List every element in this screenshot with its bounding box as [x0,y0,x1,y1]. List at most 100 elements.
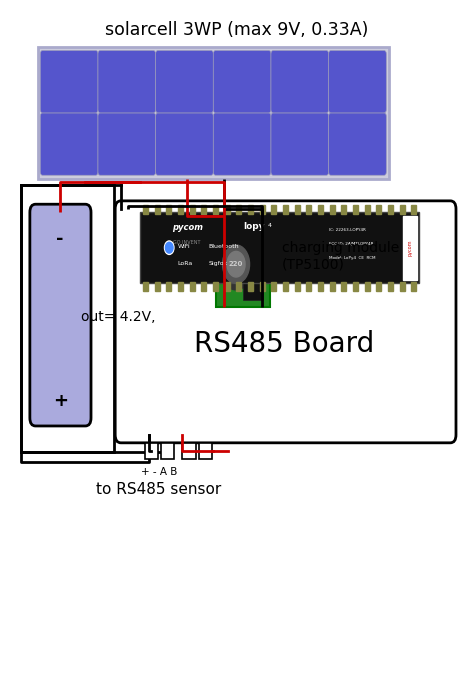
Text: LoRa: LoRa [178,261,193,266]
Bar [213,282,218,291]
Circle shape [165,243,173,253]
Bar [166,205,171,214]
Bar [199,443,212,459]
Bar [190,205,194,214]
FancyBboxPatch shape [328,51,386,113]
Bar [227,212,231,218]
Bar [155,205,160,214]
FancyBboxPatch shape [213,51,271,113]
Text: Bluetooth: Bluetooth [209,244,239,249]
FancyBboxPatch shape [30,204,91,426]
Bar [353,205,358,214]
FancyBboxPatch shape [115,201,456,443]
FancyBboxPatch shape [98,113,155,175]
Text: Model: LoPy4  CE  RCM: Model: LoPy4 CE RCM [329,256,376,260]
FancyBboxPatch shape [40,113,98,175]
Text: FCC ID: 2AJMTLOPY4R: FCC ID: 2AJMTLOPY4R [329,242,374,246]
Bar [237,282,241,291]
Bar [237,205,241,214]
Text: solarcell 3WP (max 9V, 0.33A): solarcell 3WP (max 9V, 0.33A) [105,22,369,39]
FancyBboxPatch shape [328,113,386,175]
Bar [253,212,256,218]
FancyBboxPatch shape [216,216,270,307]
Bar [260,212,264,218]
Bar [353,282,358,291]
Bar [411,282,416,291]
Bar [201,282,206,291]
Text: pycom: pycom [172,223,203,233]
Bar [330,282,335,291]
Bar [225,205,229,214]
Text: lopy: lopy [243,222,264,231]
Bar [388,205,393,214]
Bar [143,282,148,291]
Bar [318,205,323,214]
FancyBboxPatch shape [98,51,155,113]
FancyBboxPatch shape [38,47,389,179]
FancyBboxPatch shape [155,51,213,113]
FancyBboxPatch shape [155,113,213,175]
Text: 220: 220 [229,262,243,267]
Bar [365,205,370,214]
Text: WiFi: WiFi [178,244,191,249]
Bar [223,212,227,218]
Bar [166,282,171,291]
Bar [272,205,276,214]
Bar [219,212,223,218]
Bar [225,282,229,291]
Bar [201,205,206,214]
Bar [403,216,417,280]
Text: out= 4.2V,: out= 4.2V, [81,310,155,324]
Bar [295,205,300,214]
Bar [213,205,218,214]
Bar [243,280,263,300]
Bar [256,212,260,218]
Bar [411,205,416,214]
Text: RS485 Board: RS485 Board [194,330,374,358]
Circle shape [227,251,245,277]
Text: + - A B: + - A B [141,467,177,477]
Text: pycom: pycom [408,239,412,256]
Bar [260,282,264,291]
Text: 4: 4 [268,222,272,228]
Bar [283,282,288,291]
FancyBboxPatch shape [213,113,271,175]
Text: charging module
(TP5100): charging module (TP5100) [282,241,399,271]
Bar [190,282,194,291]
FancyBboxPatch shape [140,212,419,283]
Text: +: + [53,392,68,410]
Bar [400,282,404,291]
Bar [145,443,158,459]
Text: Sigfox: Sigfox [209,261,228,266]
Bar [376,205,381,214]
FancyBboxPatch shape [271,113,328,175]
Circle shape [218,239,254,290]
Bar [155,282,160,291]
Bar [178,282,183,291]
Text: IC: 22263-LOPY4R: IC: 22263-LOPY4R [329,228,366,232]
Bar [365,282,370,291]
Bar [330,205,335,214]
Bar [248,282,253,291]
Bar [260,205,264,214]
Bar [307,282,311,291]
Bar [272,282,276,291]
Circle shape [223,245,249,283]
Circle shape [164,241,174,255]
Bar [283,205,288,214]
Text: to RS485 sensor: to RS485 sensor [96,482,221,497]
Text: GO INVENT: GO INVENT [173,239,201,245]
Bar [307,205,311,214]
Bar [248,205,253,214]
Bar [178,205,183,214]
Bar [182,443,196,459]
Text: -: - [56,231,64,248]
Bar [143,205,148,214]
FancyBboxPatch shape [40,51,98,113]
Bar [161,443,174,459]
Bar [400,205,404,214]
Bar [341,205,346,214]
Bar [341,282,346,291]
Bar [388,282,393,291]
Bar [376,282,381,291]
